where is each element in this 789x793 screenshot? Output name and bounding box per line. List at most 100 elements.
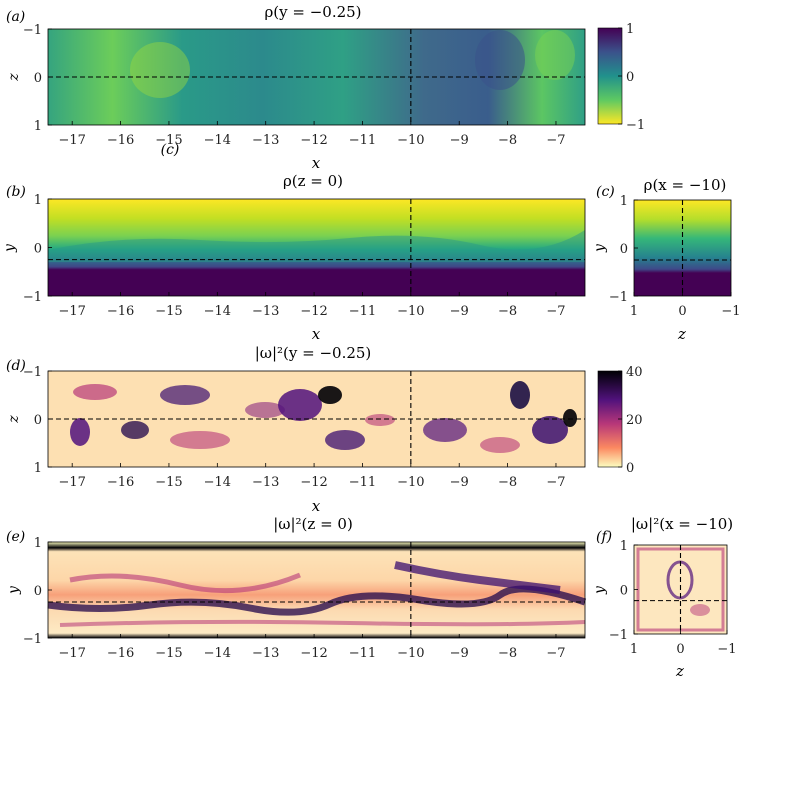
x-tick-label: −15 — [155, 133, 182, 148]
x-tick-label: −10 — [397, 133, 424, 148]
panel-e-title: |ω|²(z = 0) — [273, 515, 353, 533]
x-tick-label: −17 — [58, 646, 85, 661]
y-tick-label: 1 — [34, 119, 42, 134]
panel-d-vortex — [70, 418, 90, 446]
panel-d-vortex — [532, 416, 568, 444]
panel-b: (b) ρ(z = 0) −17 −16 −15 −14 −13 −12 −11 −10 −9−… — [2, 172, 586, 343]
x-tick-label: −16 — [107, 646, 134, 661]
panel-c: (c) ρ(x = −10) 1 0 −1 −1 0 1 y z — [592, 176, 741, 343]
panel-c-ylabel: y — [592, 243, 608, 253]
panel-b-ylabel: y — [2, 243, 18, 253]
colorbar-tick-label: 0 — [626, 461, 634, 476]
panel-c-tag: (c) — [596, 184, 615, 200]
panel-e-vortex-band — [59, 619, 586, 627]
x-tick-label: −16 — [107, 133, 134, 148]
x-tick-label: −8 — [498, 304, 517, 319]
x-tick-label: −11 — [349, 133, 376, 148]
panel-d-vortex — [170, 431, 230, 449]
panel-d-plot: −17 −16 −15 −14 −13 −12 −11 −10 −9 −8 −7−101 — [23, 365, 586, 490]
x-tick-label: −13 — [252, 304, 279, 319]
panel-d-vortex — [365, 414, 395, 426]
y-tick-label: 0 — [34, 413, 42, 428]
y-tick-label: 1 — [620, 539, 628, 554]
x-tick-label: −12 — [300, 646, 327, 661]
y-tick-label: 0 — [34, 242, 42, 257]
panel-d-xlabel: x — [312, 497, 321, 515]
x-tick-label: −9 — [450, 475, 469, 490]
y-tick-label: 0 — [34, 71, 42, 86]
colorbar-tick-label: 20 — [626, 413, 643, 428]
panel-b-title: ρ(z = 0) — [283, 172, 343, 190]
panel-a-title: ρ(y = −0.25) — [264, 3, 361, 21]
y-tick-label: −1 — [609, 290, 628, 305]
colorbar-enstrophy: 40 20 0 — [597, 365, 643, 476]
panel-e-tag: (e) — [6, 529, 25, 545]
panel-c-plot: 1 0 −1 −1 0 1 — [609, 194, 741, 319]
x-tick-label: −7 — [546, 646, 565, 661]
x-tick-label: −9 — [450, 304, 469, 319]
panel-d-vortex — [160, 385, 210, 405]
x-tick-label: −8 — [498, 475, 517, 490]
x-tick-label: −11 — [349, 646, 376, 661]
x-tick-label: −14 — [204, 646, 231, 661]
y-tick-label: −1 — [609, 628, 628, 643]
panel-f-vortex — [690, 604, 710, 616]
panel-c-title: ρ(x = −10) — [644, 176, 727, 194]
x-tick-label: −11 — [349, 475, 376, 490]
x-tick-label: −10 — [397, 304, 424, 319]
y-tick-label: −1 — [23, 365, 42, 380]
panel-a: (a) ρ(y = −0.25) −17 −16 −15 −14 −13 −12 −11 −1… — [6, 3, 586, 172]
x-tick-label: −7 — [546, 304, 565, 319]
x-tick-label: −16 — [107, 304, 134, 319]
x-tick-label: −13 — [252, 646, 279, 661]
panel-d-vortex — [121, 421, 149, 439]
x-tick-label: −8 — [498, 133, 517, 148]
panel-f-plot: 1 0 −1 −1 0 1 — [609, 539, 737, 657]
x-tick-label: −17 — [58, 475, 85, 490]
panel-b-tag: (b) — [6, 184, 26, 200]
panel-d-vortex — [510, 381, 530, 409]
panel-f-xlabel: z — [675, 662, 684, 680]
x-tick-label: −8 — [498, 646, 517, 661]
y-tick-label: 1 — [620, 194, 628, 209]
y-tick-label: −1 — [23, 23, 42, 38]
x-tick-label: −15 — [155, 646, 182, 661]
panel-d-vortex — [325, 430, 365, 450]
panel-a-patch — [130, 42, 190, 98]
panel-a-xlabel: x — [312, 154, 321, 172]
panel-e-plot: −17 −16 −15 −14 −13 −12 −11 −10 −9 −8 −7−101 — [23, 536, 587, 661]
colorbar-tick-label: 1 — [626, 22, 634, 37]
panel-d-title: |ω|²(y = −0.25) — [255, 344, 372, 362]
panel-d-vortex — [423, 418, 467, 442]
panel-d: (d) |ω|²(y = −0.25) −17− — [6, 344, 586, 515]
colorbar-tick-label: 40 — [626, 365, 643, 380]
x-tick-label: −13 — [252, 133, 279, 148]
x-tick-label: −14 — [204, 133, 231, 148]
x-tick-label: −14 — [204, 475, 231, 490]
x-tick-label: −1 — [721, 304, 740, 319]
panel-d-vortex — [245, 402, 285, 418]
x-tick-label: −9 — [450, 133, 469, 148]
panel-e-vortex-band — [69, 572, 301, 594]
panel-d-vortices — [70, 381, 577, 453]
x-tick-label: 1 — [630, 304, 638, 319]
x-tick-label: 0 — [676, 642, 684, 657]
x-tick-label: −9 — [450, 646, 469, 661]
panel-b-xlabel: x — [312, 325, 321, 343]
x-tick-label: −11 — [349, 304, 376, 319]
x-tick-label: −12 — [300, 133, 327, 148]
y-tick-label: −1 — [23, 632, 42, 647]
x-tick-label: −15 — [155, 304, 182, 319]
panel-e: (e) |ω|²(z = 0) −17 −16 −15 −14 −13 −12 −11 −10… — [6, 515, 587, 661]
y-tick-label: 0 — [620, 584, 628, 599]
y-tick-label: 1 — [34, 461, 42, 476]
colorbar-tick-label: −1 — [626, 118, 645, 133]
x-tick-label: −17 — [58, 133, 85, 148]
x-tick-label: 0 — [678, 304, 686, 319]
colorbar-density: 1 0 −1 — [597, 22, 645, 133]
x-tick-label: −10 — [397, 475, 424, 490]
panel-a-plot: −17 −16 −15 −14 −13 −12 −11 −10 −9 −8 −7−101 — [23, 23, 586, 148]
panel-d-vortex — [278, 389, 322, 421]
panel-a-patch — [535, 30, 575, 80]
